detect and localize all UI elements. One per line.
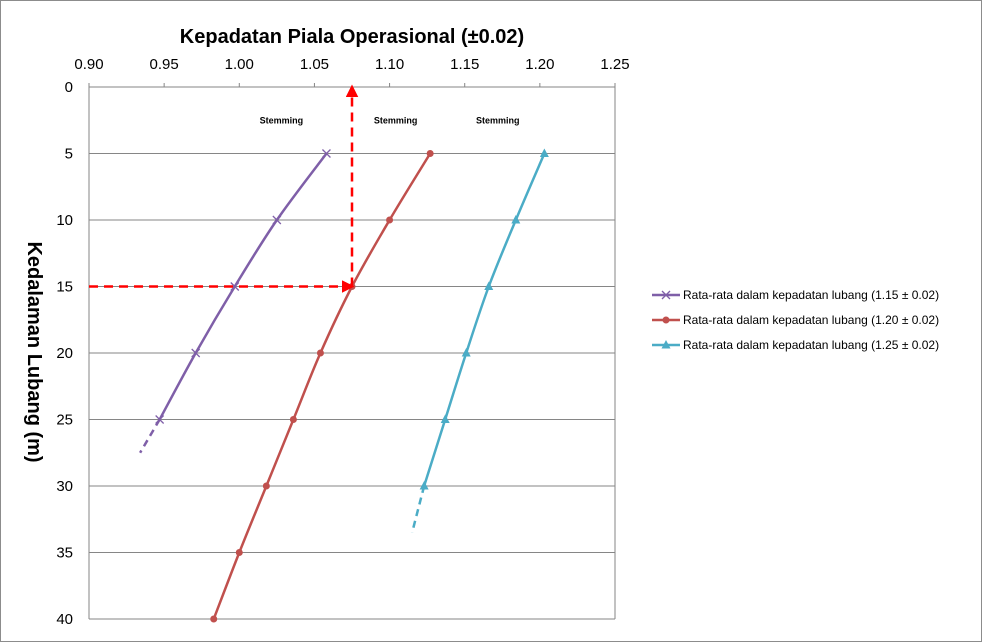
series-3 [410, 148, 549, 533]
series-group [139, 148, 549, 623]
y-tick-label: 0 [65, 79, 73, 96]
legend-marker [661, 290, 671, 300]
x-tick-label: 1.00 [225, 56, 254, 73]
y-tick-label: 35 [56, 545, 73, 562]
series-2 [210, 150, 434, 623]
data-point [321, 149, 331, 158]
y-tick-label: 40 [56, 611, 73, 628]
x-tick-label: 1.10 [375, 56, 404, 73]
y-tick-label: 10 [56, 212, 73, 229]
data-point [210, 615, 218, 623]
y-tick-label: 25 [56, 412, 73, 429]
data-point [191, 348, 201, 358]
series-extrapolation-line [139, 418, 161, 454]
legend: Rata-rata dalam kepadatan lubang (1.15 ±… [652, 288, 939, 352]
chart-title: Kepadatan Piala Operasional (±0.02) [180, 26, 524, 48]
legend-label: Rata-rata dalam kepadatan lubang (1.20 ±… [683, 313, 939, 327]
legend-marker [661, 340, 671, 349]
data-point [440, 414, 450, 423]
stemming-label: Stemming [374, 115, 418, 125]
data-point [386, 216, 394, 224]
data-point [461, 348, 471, 357]
data-point [155, 415, 165, 424]
data-point [419, 481, 429, 490]
x-tick-label: 1.25 [600, 56, 629, 73]
series-line [422, 153, 546, 487]
legend-label: Rata-rata dalam kepadatan lubang (1.25 ±… [683, 338, 939, 352]
y-axis-label: Kedalaman Lubang (m) [23, 241, 45, 462]
series-1 [139, 149, 331, 454]
annotations: Stemming Stemming Stemming [260, 115, 520, 125]
x-tick-label: 0.95 [150, 56, 179, 73]
data-point [484, 281, 494, 290]
data-point [235, 549, 243, 556]
legend-entry: Rata-rata dalam kepadatan lubang (1.25 ±… [652, 338, 939, 352]
x-tick-label: 1.05 [300, 56, 329, 73]
y-tick-label: 15 [56, 279, 73, 296]
legend-entry: Rata-rata dalam kepadatan lubang (1.20 ±… [652, 313, 939, 327]
data-point [230, 282, 240, 291]
data-point [539, 148, 549, 157]
legend-label: Rata-rata dalam kepadatan lubang (1.15 ±… [683, 288, 939, 302]
stemming-label: Stemming [260, 115, 304, 125]
x-tick-label: 1.15 [450, 56, 479, 73]
data-point [289, 416, 297, 423]
y-tick-label: 5 [65, 146, 73, 163]
legend-entry: Rata-rata dalam kepadatan lubang (1.15 ±… [652, 288, 939, 302]
y-tick-label: 30 [56, 478, 73, 495]
y-tick-label: 20 [56, 345, 73, 362]
reference-arrows [89, 84, 359, 293]
stemming-label: Stemming [476, 115, 520, 125]
x-tick-label: 1.20 [525, 56, 554, 73]
data-point [272, 215, 282, 225]
series-line [212, 152, 432, 620]
data-point [511, 215, 521, 224]
x-tick-label: 0.90 [74, 56, 103, 73]
series-extrapolation-line [410, 485, 426, 533]
data-point [426, 150, 434, 157]
data-point [316, 349, 324, 357]
grid-lines [89, 153, 615, 553]
data-point [262, 482, 270, 490]
axes: 0 5 10 15 20 25 30 35 40 0.90 0.95 1.00 1.05 1.10 1.15… [56, 56, 629, 628]
legend-marker [662, 316, 670, 324]
